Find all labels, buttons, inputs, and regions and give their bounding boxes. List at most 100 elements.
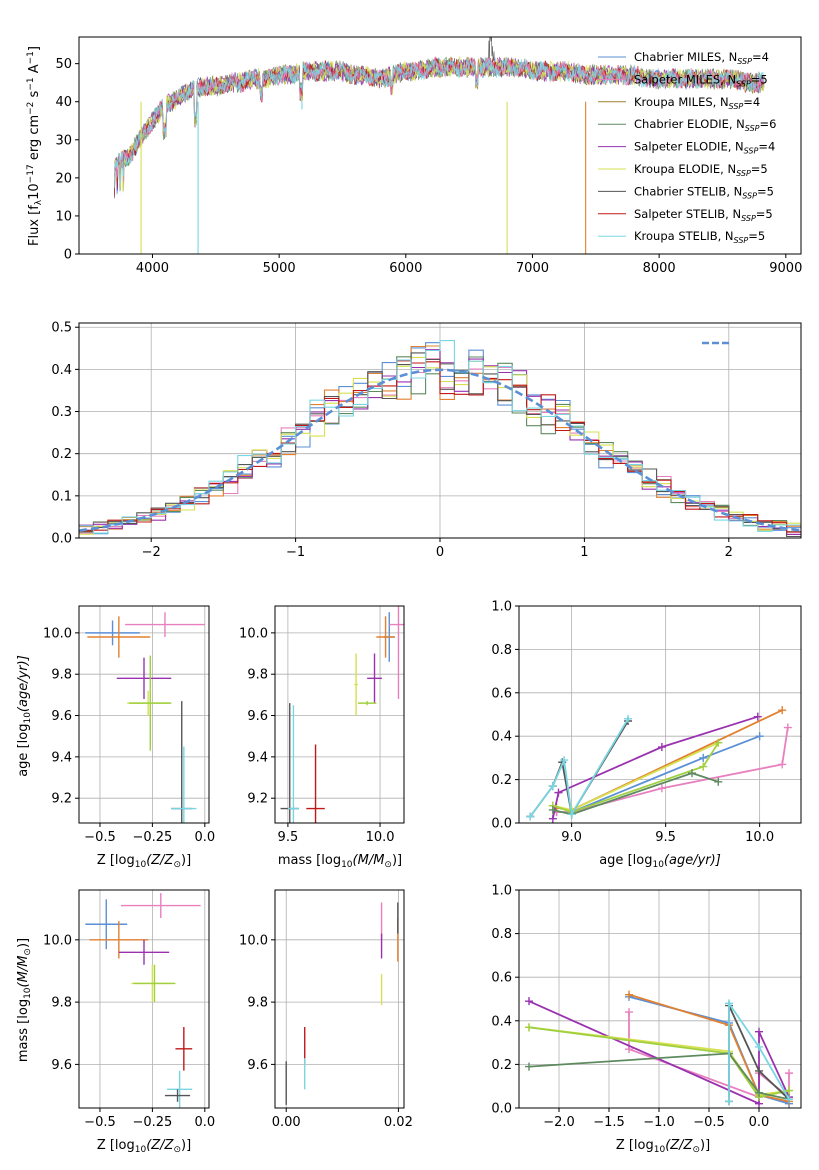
y-tick-label: 0.0 (51, 532, 72, 547)
y-tick-label: 0.3 (51, 405, 72, 420)
legend-entry: Chabrier ELODIE, NSSP=6 (634, 117, 776, 133)
y-tick-label: 40 (55, 95, 72, 110)
y-tick-label: 9.2 (51, 792, 72, 807)
spectrum-legend: Chabrier MILES, NSSP=4 Salpeter MILES, NS… (598, 50, 776, 245)
y-tick-label: 0.8 (491, 643, 512, 658)
weight-point (554, 788, 563, 797)
mass-vs-ebv-axes (274, 889, 405, 1109)
age-mass-xlabel: mass [log10(M/M⊙)] (278, 853, 402, 870)
weight-line (528, 1052, 790, 1101)
weight-point (725, 999, 733, 1008)
y-tick-label: 0.6 (491, 686, 512, 701)
weight-z-xlabel: Z [log10(Z/Z⊙)] (616, 1138, 710, 1155)
y-tick-label: 9.4 (247, 750, 268, 765)
mass-vs-ebv-panel: 0.00 0.02 9.6 9.8 10.0 (239, 890, 413, 1130)
legend-entry: Salpeter STELIB, NSSP=5 (634, 207, 773, 223)
mass-z-xlabel: Z [log10(Z/Z⊙)] (97, 1138, 191, 1155)
x-tick-label: 9.5 (655, 830, 676, 845)
weight-point (525, 1023, 533, 1032)
x-tick-label: 1 (580, 545, 588, 560)
weight-point (657, 784, 666, 793)
y-tick-label: 0.0 (491, 817, 512, 832)
weight-point (525, 1062, 533, 1071)
y-tick-label: 30 (55, 133, 72, 148)
weight-point (755, 1027, 763, 1036)
y-tick-label: 9.8 (51, 996, 72, 1011)
weight-point (755, 732, 764, 741)
x-tick-label: 9.0 (561, 830, 582, 845)
y-tick-label: 0.5 (51, 321, 72, 336)
weight-line (628, 993, 790, 1103)
x-tick-label: 9000 (769, 261, 802, 276)
x-tick-label: 0.02 (384, 1115, 413, 1130)
weight-point (783, 723, 792, 732)
legend-entry: Kroupa STELIB, NSSP=5 (634, 229, 765, 245)
histogram-salpeter-stelib (79, 360, 801, 533)
weight-age-xlabel: age [log10(age/yr)] (599, 853, 721, 870)
weight-point (699, 753, 708, 762)
y-tick-label: 9.8 (51, 668, 72, 683)
histogram-salpeter-elodie (79, 349, 801, 535)
residual-axes (78, 322, 802, 539)
weight-point (560, 756, 569, 765)
x-tick-label: −1.5 (593, 1115, 625, 1130)
y-tick-label: 10.0 (239, 933, 268, 948)
mass-weight-vs-z-series (525, 990, 793, 1108)
weight-point (755, 1088, 763, 1097)
weight-point (714, 738, 723, 747)
weight-point (548, 782, 557, 791)
x-tick-label: −2 (142, 545, 161, 560)
x-tick-label: 6000 (389, 261, 422, 276)
weight-line (552, 772, 719, 816)
age-vs-mass-points (280, 606, 404, 823)
normal-curve (79, 368, 801, 532)
spectrum-ylabel: Flux [fλ10−17 erg cm−2 s−1 A−1] (26, 46, 44, 246)
y-tick-label: 0 (64, 248, 72, 263)
histogram-kroupa-stelib (79, 340, 801, 534)
weight-point (785, 1069, 793, 1078)
weight-point (657, 743, 666, 752)
legend-entry: Salpeter MILES, NSSP=5 (634, 72, 768, 88)
age-vs-z-panel: −0.5 −0.25 0.0 9.2 9.4 9.6 9.8 10.0 Z [log10(Z/Z… (16, 606, 215, 870)
x-tick-label: 4000 (136, 261, 169, 276)
y-tick-label: 0.6 (491, 971, 512, 986)
x-tick-label: 10.0 (366, 830, 395, 845)
weight-point (548, 805, 557, 814)
y-tick-label: 1.0 (491, 600, 512, 615)
y-tick-label: 50 (55, 57, 72, 72)
x-tick-label: −0.5 (693, 1115, 725, 1130)
y-tick-label: 9.6 (247, 709, 268, 724)
weight-point (725, 1097, 733, 1106)
mass-vs-z-axes (78, 889, 210, 1109)
x-tick-label: 0.0 (194, 1115, 215, 1130)
weight-point (525, 997, 533, 1006)
weight-point (625, 1008, 633, 1017)
y-tick-label: 10.0 (239, 626, 268, 641)
spectrum-axes (78, 36, 802, 255)
mass-weight-vs-age-series (526, 706, 792, 823)
y-tick-label: 0.4 (491, 1014, 512, 1029)
weight-line (528, 1026, 790, 1099)
weight-point (778, 760, 787, 769)
x-tick-label: 10.0 (745, 830, 774, 845)
y-tick-label: 10.0 (43, 626, 72, 641)
x-tick-label: 7000 (516, 261, 549, 276)
legend-entry: Kroupa ELODIE, NSSP=5 (634, 162, 768, 178)
mass-vs-z-panel: −0.5 −0.25 0.0 9.6 9.8 10.0 Z [log10(Z/Z⊙)] mas… (16, 890, 215, 1155)
spectrum-kroupa-stelib (114, 57, 765, 188)
legend-entry: Kroupa MILES, NSSP=4 (634, 95, 760, 111)
weight-line (556, 709, 783, 811)
y-tick-label: 0.2 (491, 1058, 512, 1073)
y-tick-label: 0.0 (491, 1102, 512, 1117)
mass-weight-vs-age-axes (518, 605, 802, 824)
age-vs-z-axes (78, 605, 210, 824)
x-tick-label: −0.25 (132, 830, 172, 845)
y-tick-label: 1.0 (491, 884, 512, 899)
weight-point (548, 814, 557, 823)
y-tick-label: 0.2 (51, 447, 72, 462)
weight-point (785, 1095, 793, 1104)
weight-point (753, 712, 762, 721)
weight-point (755, 1066, 763, 1075)
y-tick-label: 20 (55, 171, 72, 186)
